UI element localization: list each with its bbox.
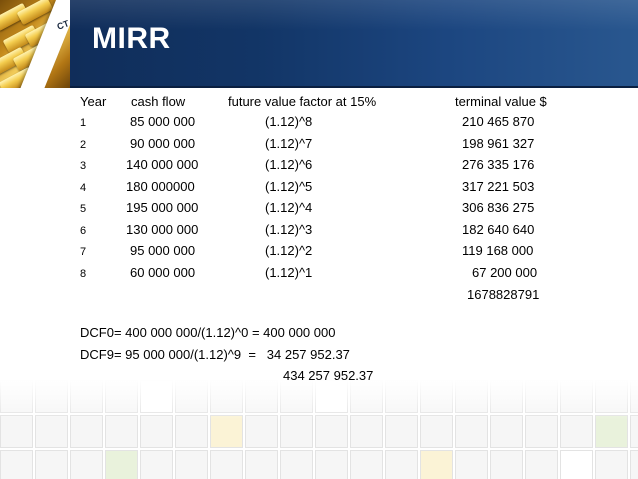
cell-factor: (1.12)^5 <box>265 179 313 194</box>
background-grid-cell <box>350 450 383 479</box>
background-grid-cell <box>280 450 313 479</box>
slide-header <box>0 0 638 88</box>
cell-factor: (1.12)^7 <box>265 136 313 151</box>
header-cash-flow: cash flow <box>131 94 186 109</box>
header-sheen <box>0 0 638 30</box>
equation-dcf0: DCF0= 400 000 000/(1.12)^0 = 400 000 000 <box>80 325 336 340</box>
background-grid-cell <box>560 450 593 479</box>
cell-factor: (1.12)^8 <box>265 114 313 129</box>
cell-terminal-value: 198 961 327 <box>462 136 535 151</box>
background-grid-cell <box>385 450 418 479</box>
background-grid-cell <box>35 415 68 448</box>
cell-cash-flow: 140 000 000 <box>126 157 199 172</box>
background-grid-cell <box>490 450 523 479</box>
cell-cash-flow: 130 000 000 <box>126 222 199 237</box>
cell-cash-flow: 95 000 000 <box>130 243 196 258</box>
gold-bars-icon: CT <box>0 0 70 88</box>
terminal-value-total: 1678828791 <box>467 287 540 302</box>
header-factor: future value factor at 15% <box>228 94 377 109</box>
cell-year: 2 <box>80 139 87 151</box>
background-grid-cell <box>245 415 278 448</box>
equation-dcf9: DCF9= 95 000 000/(1.12)^9 = 34 257 952.3… <box>80 347 350 362</box>
cell-year: 1 <box>80 117 87 129</box>
cell-cash-flow: 180 000000 <box>126 179 195 194</box>
cell-factor: (1.12)^2 <box>265 243 313 258</box>
background-grid-cell <box>455 415 488 448</box>
cell-terminal-value: 67 200 000 <box>472 265 538 280</box>
background-grid-cell <box>420 450 453 479</box>
cell-factor: (1.12)^1 <box>265 265 313 280</box>
header-divider <box>0 86 638 88</box>
background-grid-cell <box>0 450 33 479</box>
cell-terminal-value: 119 168 000 <box>462 243 534 258</box>
background-grid-cell <box>140 450 173 479</box>
cell-factor: (1.12)^6 <box>265 157 313 172</box>
background-grid-cell <box>210 450 243 479</box>
background-grid-cell <box>70 450 103 479</box>
cell-year: 3 <box>80 160 87 172</box>
header-terminal-value: terminal value $ <box>455 94 547 109</box>
cell-year: 7 <box>80 246 87 258</box>
cell-year: 5 <box>80 203 87 215</box>
cell-factor: (1.12)^4 <box>265 200 313 215</box>
background-grid-cell <box>0 415 33 448</box>
background-grid-cell <box>525 415 558 448</box>
cell-factor: (1.12)^3 <box>265 222 313 237</box>
background-grid-cell <box>595 450 628 479</box>
cell-cash-flow: 195 000 000 <box>126 200 199 215</box>
cell-terminal-value: 306 836 275 <box>462 200 535 215</box>
slide-title: MIRR <box>92 22 171 55</box>
background-grid-cell <box>455 450 488 479</box>
background-grid-cell <box>560 415 593 448</box>
cell-terminal-value: 317 221 503 <box>462 179 535 194</box>
background-grid-cell <box>595 415 628 448</box>
background-grid-fade <box>0 380 638 420</box>
background-grid-cell <box>315 450 348 479</box>
cell-terminal-value: 182 640 640 <box>462 222 535 237</box>
cell-terminal-value: 210 465 870 <box>462 114 535 129</box>
background-grid-cell <box>315 415 348 448</box>
background-grid-cell <box>105 450 138 479</box>
background-grid-cell <box>140 415 173 448</box>
header-year: Year <box>80 94 107 109</box>
background-grid-cell <box>385 415 418 448</box>
background-grid-cell <box>525 450 558 479</box>
cell-year: 4 <box>80 182 87 194</box>
cell-terminal-value: 276 335 176 <box>462 157 535 172</box>
background-grid-cell <box>70 415 103 448</box>
background-grid-cell <box>350 415 383 448</box>
cell-cash-flow: 85 000 000 <box>130 114 196 129</box>
cell-year: 6 <box>80 225 87 237</box>
background-grid-cell <box>35 450 68 479</box>
background-grid-cell <box>245 450 278 479</box>
cell-cash-flow: 90 000 000 <box>130 136 196 151</box>
cell-year: 8 <box>80 268 87 280</box>
cell-cash-flow: 60 000 000 <box>130 265 196 280</box>
background-grid-cell <box>175 450 208 479</box>
equation-total: 434 257 952.37 <box>283 368 374 383</box>
background-grid-cell <box>630 450 638 479</box>
